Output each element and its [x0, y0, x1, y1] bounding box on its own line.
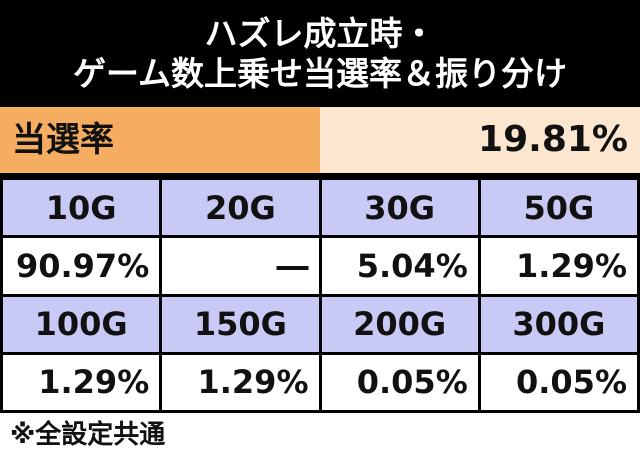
header: ハズレ成立時・ ゲーム数上乗せ当選率＆振り分け: [0, 0, 640, 107]
header-cell: 20G: [162, 180, 319, 236]
footer-note: ※全設定共通: [10, 420, 166, 450]
header-cell: 30G: [321, 180, 478, 236]
rate-row: 当選率 19.81%: [0, 107, 640, 173]
rate-label: 当選率: [0, 107, 320, 173]
title-line: ゲーム数上乗せ当選率＆振り分け: [72, 54, 567, 93]
value-cell: 0.05%: [480, 354, 637, 410]
value-cell: 1.29%: [3, 354, 160, 410]
header-cell: 10G: [3, 180, 160, 236]
header-cell: 100G: [3, 296, 160, 352]
value-cell: 5.04%: [321, 238, 478, 294]
value-cell: 90.97%: [3, 238, 160, 294]
value-cell: 1.29%: [480, 238, 637, 294]
header-cell: 50G: [480, 180, 637, 236]
table-frame: 10G 20G 30G 50G 90.97% ― 5.04% 1.29% 100G 150G 200…: [0, 173, 640, 413]
title-line: ハズレ成立時・: [204, 14, 436, 53]
table: 10G 20G 30G 50G 90.97% ― 5.04% 1.29% 100G 150G 200…: [3, 180, 637, 410]
header-cell: 150G: [162, 296, 319, 352]
value-cell: ―: [162, 238, 319, 294]
value-cell: 1.29%: [162, 354, 319, 410]
header-cell: 200G: [321, 296, 478, 352]
value-cell: 0.05%: [321, 354, 478, 410]
header-cell: 300G: [480, 296, 637, 352]
rate-value: 19.81%: [320, 107, 640, 173]
